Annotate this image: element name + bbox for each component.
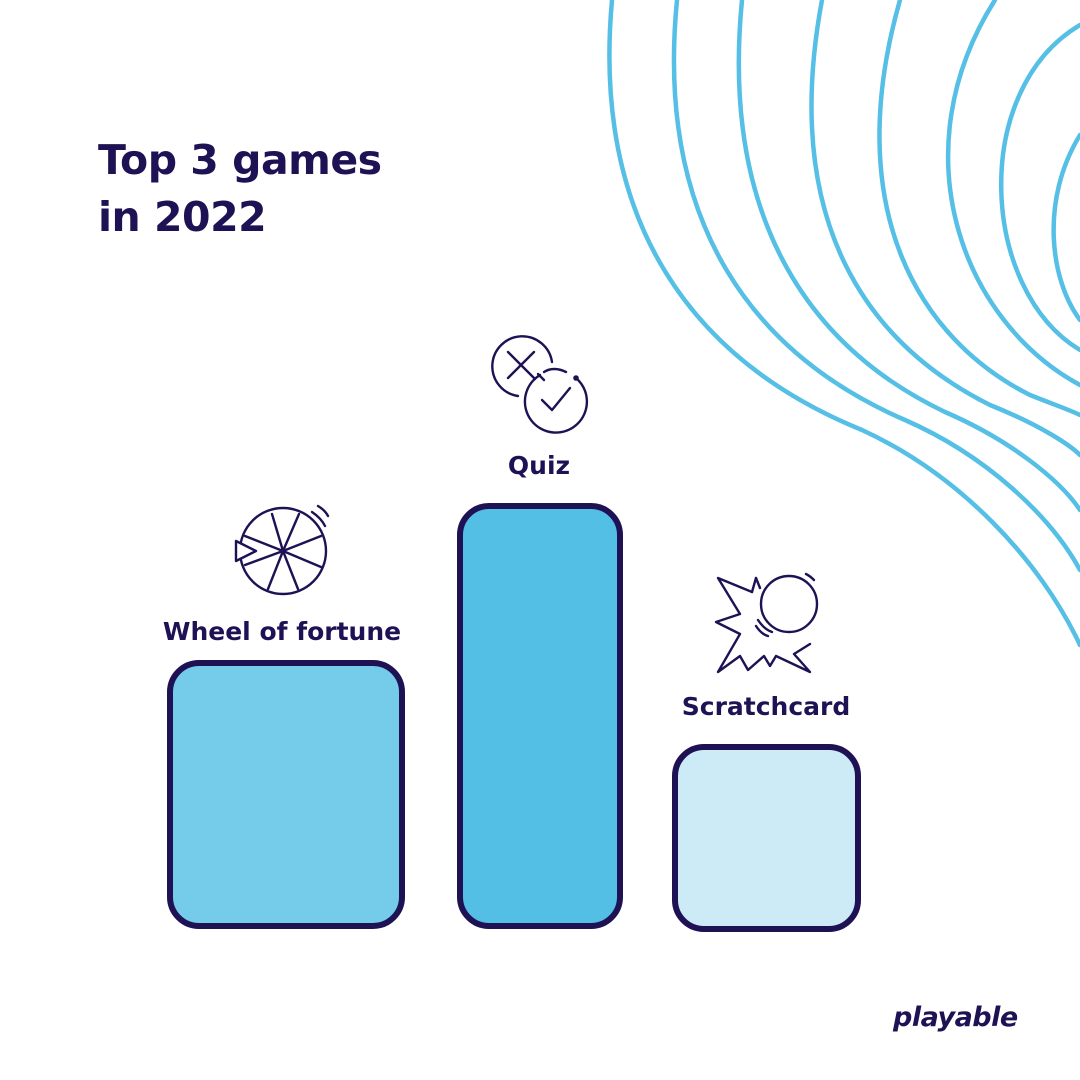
title-line-2: in 2022 bbox=[98, 193, 267, 241]
playable-logo: playable bbox=[893, 1002, 1018, 1033]
wheel-of-fortune-icon bbox=[234, 504, 330, 596]
label-quiz: Quiz bbox=[507, 451, 571, 480]
page-title: Top 3 games in 2022 bbox=[98, 132, 382, 246]
bar-wheel-of-fortune bbox=[167, 660, 405, 929]
bar-scratchcard bbox=[672, 744, 861, 932]
scratchcard-icon bbox=[714, 572, 819, 674]
quiz-icon bbox=[491, 335, 589, 434]
bar-quiz bbox=[457, 503, 623, 929]
title-line-1: Top 3 games bbox=[98, 136, 382, 184]
label-wheel-of-fortune: Wheel of fortune bbox=[162, 617, 402, 646]
label-scratchcard: Scratchcard bbox=[681, 692, 851, 721]
